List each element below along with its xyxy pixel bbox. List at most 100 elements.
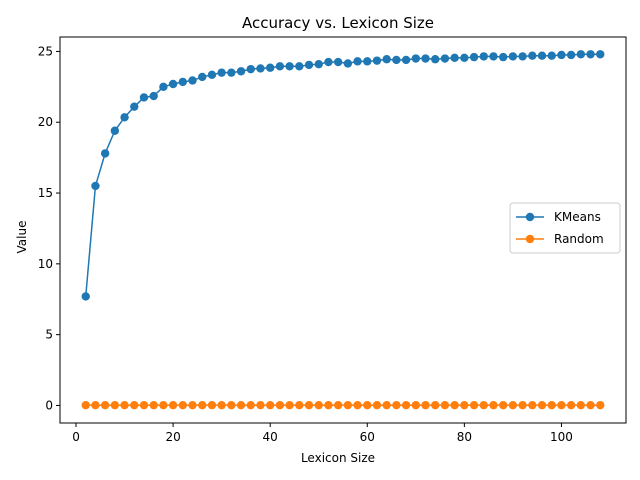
- y-tick-label: 0: [45, 398, 53, 412]
- data-point: [275, 62, 285, 71]
- data-point: [586, 50, 595, 59]
- data-point: [304, 60, 314, 70]
- data-point: [324, 400, 333, 410]
- data-point: [586, 400, 595, 410]
- legend-item-kmeans: KMeans: [516, 210, 601, 224]
- data-point: [265, 400, 275, 410]
- y-tick-label: 5: [45, 328, 53, 342]
- legend-swatch-marker: [525, 212, 535, 222]
- x-tick-label: 60: [360, 430, 375, 444]
- data-point: [489, 52, 498, 61]
- data-point: [528, 400, 537, 410]
- data-point: [207, 70, 217, 80]
- y-tick-label: 20: [38, 115, 53, 129]
- data-point: [139, 400, 149, 410]
- data-point: [440, 400, 450, 410]
- data-point: [392, 55, 401, 65]
- data-point: [130, 102, 139, 111]
- data-point: [460, 400, 469, 410]
- data-point: [596, 50, 605, 59]
- data-point: [110, 126, 120, 135]
- data-point: [304, 400, 314, 410]
- data-point: [566, 400, 576, 410]
- y-axis-label: Value: [15, 221, 29, 254]
- axis-ticks: 0 20 40 60 80 100 0 5 10 15 20 25: [38, 44, 573, 444]
- data-point: [479, 400, 488, 410]
- data-point: [411, 400, 421, 410]
- data-point: [81, 292, 90, 301]
- data-point: [110, 400, 120, 410]
- data-point: [363, 57, 372, 66]
- data-point: [566, 50, 576, 60]
- data-point: [343, 400, 353, 410]
- data-point: [149, 400, 158, 410]
- data-point: [421, 400, 430, 410]
- data-point: [275, 400, 285, 410]
- data-point: [431, 400, 440, 410]
- data-point: [411, 54, 421, 63]
- data-point: [343, 59, 353, 68]
- data-point: [198, 72, 207, 82]
- data-point: [498, 52, 508, 62]
- data-point: [217, 68, 226, 77]
- legend-item-random: Random: [516, 232, 604, 246]
- data-point: [217, 400, 226, 410]
- data-point: [100, 149, 110, 158]
- data-point: [498, 400, 508, 410]
- x-axis-label: Lexicon Size: [301, 451, 375, 465]
- data-point: [537, 51, 547, 60]
- data-point: [207, 400, 217, 410]
- legend-label: KMeans: [554, 210, 601, 224]
- data-point: [246, 400, 255, 410]
- data-point: [246, 64, 255, 74]
- data-point: [81, 400, 90, 410]
- data-point: [285, 62, 294, 71]
- data-point: [333, 400, 343, 410]
- data-point: [528, 51, 537, 60]
- data-point: [460, 53, 469, 63]
- chart-title: Accuracy vs. Lexicon Size: [242, 14, 434, 32]
- legend-label: Random: [554, 232, 604, 246]
- series-random: [81, 400, 605, 410]
- plot-area: [81, 50, 605, 410]
- data-point: [363, 400, 372, 410]
- data-point: [159, 400, 168, 410]
- data-point: [469, 52, 479, 62]
- data-point: [518, 52, 527, 61]
- x-tick-label: 20: [165, 430, 180, 444]
- data-point: [382, 400, 391, 410]
- data-point: [159, 82, 168, 92]
- data-point: [401, 400, 411, 410]
- data-point: [149, 91, 158, 101]
- data-point: [265, 63, 275, 72]
- data-point: [508, 400, 518, 410]
- data-point: [450, 400, 459, 410]
- data-point: [130, 400, 139, 410]
- data-point: [178, 400, 188, 410]
- data-point: [91, 181, 100, 191]
- data-point: [139, 93, 149, 102]
- data-point: [372, 56, 382, 65]
- data-point: [227, 68, 236, 77]
- y-tick-label: 15: [38, 186, 53, 200]
- data-point: [518, 400, 527, 410]
- x-tick-label: 80: [457, 430, 472, 444]
- data-point: [353, 57, 362, 66]
- data-point: [120, 113, 129, 122]
- data-point: [353, 400, 362, 410]
- x-tick-label: 0: [72, 430, 80, 444]
- data-point: [236, 67, 246, 76]
- data-point: [198, 400, 207, 410]
- data-point: [508, 52, 518, 61]
- data-point: [100, 400, 110, 410]
- y-tick-label: 10: [38, 257, 53, 271]
- data-point: [236, 400, 246, 410]
- data-point: [91, 400, 100, 410]
- data-point: [168, 79, 178, 89]
- data-point: [557, 50, 566, 60]
- data-point: [479, 52, 488, 61]
- data-point: [576, 50, 586, 59]
- legend-box: [509, 202, 621, 254]
- series-kmeans: [81, 50, 605, 301]
